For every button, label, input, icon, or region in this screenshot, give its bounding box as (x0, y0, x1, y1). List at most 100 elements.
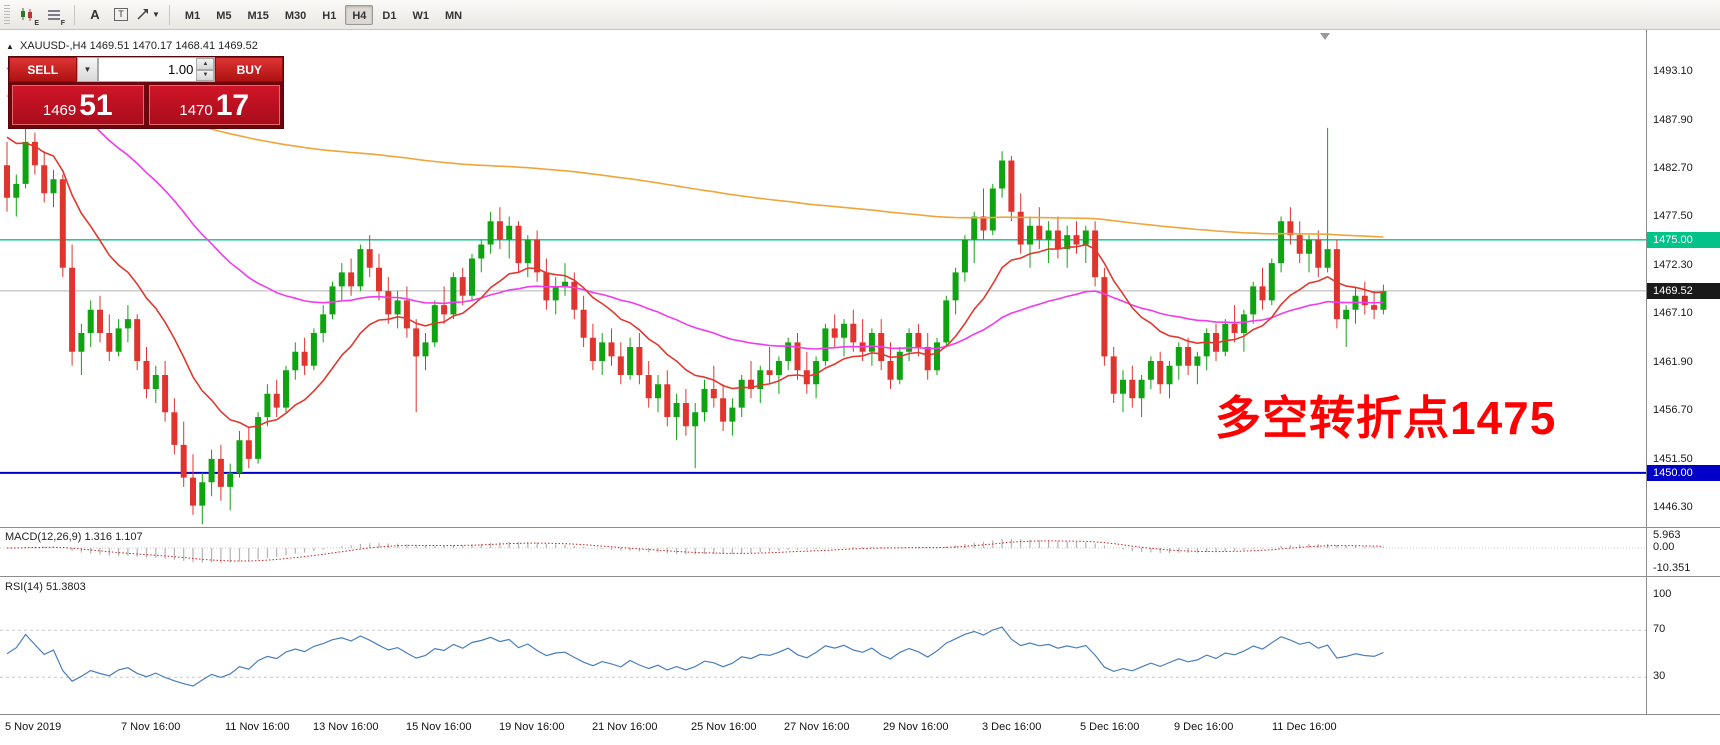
drawing-tools-button[interactable]: ▼ (135, 4, 161, 26)
price-tick: 1446.30 (1653, 501, 1693, 514)
timeframe-h1[interactable]: H1 (322, 9, 337, 22)
main-chart-canvas[interactable] (0, 30, 1646, 527)
chart-shift-marker[interactable] (1320, 33, 1330, 40)
text-label-icon: T (114, 8, 128, 21)
rsi-tick: 30 (1653, 670, 1666, 683)
buy-price-pips: 17 (215, 89, 250, 122)
time-axis-label: 3 Dec 16:00 (982, 721, 1042, 733)
slow-ma-orange (6, 95, 1384, 238)
price-tick: 1472.30 (1653, 258, 1693, 271)
price-axis[interactable]: 1493.10 1487.90 1482.70 1477.50 1472.30 1467.… (1646, 30, 1720, 714)
toolbar-grip[interactable] (4, 4, 10, 25)
volume-dropdown-button[interactable]: ▼ (76, 57, 99, 82)
button-sub-label: E (34, 19, 39, 27)
toolbar-separator (168, 4, 170, 25)
timeframe-m30[interactable]: M30 (284, 9, 307, 22)
price-tick: 1451.50 (1653, 452, 1693, 465)
price-tick: 1482.70 (1653, 162, 1693, 174)
volume-field-wrap: ▲ ▼ (98, 57, 216, 82)
time-axis-label: 9 Dec 16:00 (1174, 721, 1234, 733)
panel-separator[interactable] (0, 527, 1720, 528)
macd-panel-canvas[interactable] (0, 528, 1646, 576)
time-axis-label: 25 Nov 16:00 (691, 721, 757, 733)
timeframe-m5[interactable]: M5 (216, 9, 232, 22)
time-axis[interactable]: 5 Nov 2019 7 Nov 16:00 11 Nov 16:00 13 Nov … (0, 715, 1646, 745)
toolbar: E F A T ▼ M1 M5 M15 M30 H1 (0, 0, 1720, 30)
spinner-up-icon[interactable]: ▲ (196, 58, 215, 70)
candles-layer (4, 127, 1387, 525)
macd-name: MACD(12,26,9) (5, 531, 82, 543)
panel-separator (0, 714, 1720, 715)
symbol-info: ▲ XAUUSD-,H4 1469.51 1470.17 1468.41 146… (6, 40, 258, 52)
time-axis-label: 11 Nov 16:00 (225, 721, 290, 733)
fast-ma-red (6, 136, 1384, 429)
time-axis-label: 13 Nov 16:00 (313, 721, 379, 733)
timeframe-m15[interactable]: M15 (247, 9, 269, 22)
time-axis-label: 27 Nov 16:00 (784, 721, 850, 733)
macd-layer (0, 538, 1646, 563)
ohlc-low: 1468.41 (175, 40, 216, 52)
time-axis-label: 21 Nov 16:00 (592, 721, 658, 733)
down-bodies (4, 141, 1378, 506)
chart-type-button[interactable]: E (16, 4, 40, 27)
chart-annotation-text: 多空转折点1475 (1215, 392, 1557, 444)
panel-separator[interactable] (0, 576, 1720, 577)
sell-quote[interactable]: 1469 51 (12, 85, 144, 125)
timeframe-w1[interactable]: W1 (412, 9, 429, 22)
price-level-tag: 1450.00 (1647, 464, 1720, 481)
volume-spinner: ▲ ▼ (196, 58, 215, 81)
price-level-tag: 1469.52 (1647, 282, 1720, 299)
buy-quote[interactable]: 1470 17 (148, 85, 280, 125)
macd-tick: 0.00 (1653, 541, 1675, 553)
buy-button[interactable]: BUY (215, 57, 283, 82)
macd-values: 1.316 1.107 (84, 531, 143, 543)
button-sub-label: F (60, 19, 65, 27)
sell-button[interactable]: SELL (9, 57, 77, 82)
time-axis-label: 5 Dec 16:00 (1080, 721, 1140, 733)
volume-input[interactable] (99, 58, 198, 81)
candlestick-chart-icon (21, 8, 32, 21)
rsi-panel-canvas[interactable] (0, 577, 1646, 715)
sell-price-main: 1469 (42, 102, 77, 119)
macd-tick: 5.963 (1653, 529, 1681, 542)
time-axis-label: 11 Dec 16:00 (1272, 721, 1337, 733)
spinner-down-icon[interactable]: ▼ (196, 69, 215, 81)
time-axis-label: 7 Nov 16:00 (121, 721, 181, 733)
rsi-value: 51.3803 (45, 581, 86, 593)
templates-button[interactable]: F (42, 4, 66, 27)
letter-a-icon: A (90, 7, 100, 22)
price-level-tag: 1475.00 (1647, 231, 1720, 248)
list-lines-icon (48, 9, 60, 20)
timeframe-h4[interactable]: H4 (345, 4, 374, 25)
trendline-arrow-icon (137, 9, 148, 20)
time-axis-label: 29 Nov 16:00 (883, 721, 949, 733)
macd-signal-line (7, 540, 1384, 562)
ohlc-high: 1470.17 (132, 40, 173, 52)
time-axis-label: 19 Nov 16:00 (499, 721, 565, 733)
timeframe-d1[interactable]: D1 (382, 9, 397, 22)
buy-price-main: 1470 (179, 102, 213, 119)
symbol-timeframe: XAUUSD-,H4 (19, 40, 87, 52)
one-click-trading-panel: SELL ▼ ▲ ▼ BUY 1469 51 (8, 56, 284, 129)
time-axis-label: 5 Nov 2019 (5, 721, 62, 733)
macd-label: MACD(12,26,9) 1.316 1.107 (5, 531, 143, 543)
text-tool-button[interactable]: T (109, 4, 133, 26)
mid-ma-magenta (6, 67, 1384, 350)
price-tick: 1493.10 (1653, 65, 1693, 78)
rsi-name: RSI(14) (5, 581, 43, 593)
moving-averages-layer (6, 67, 1384, 429)
symbol-marker-icon: ▲ (6, 42, 14, 51)
price-tick: 1487.90 (1653, 113, 1693, 126)
chevron-down-icon: ▼ (83, 65, 92, 74)
timeframe-m1[interactable]: M1 (184, 9, 201, 22)
price-tick: 1467.10 (1653, 307, 1693, 320)
toolbar-separator (74, 4, 75, 25)
rsi-tick: 100 (1653, 588, 1672, 600)
time-axis-label: 15 Nov 16:00 (406, 721, 472, 733)
rsi-tick: 70 (1653, 623, 1666, 636)
sell-price-pips: 51 (79, 89, 113, 122)
timeframe-mn[interactable]: MN (444, 9, 463, 22)
cursor-tool-button[interactable]: A (83, 4, 107, 26)
ohlc-open: 1469.51 (89, 40, 130, 52)
